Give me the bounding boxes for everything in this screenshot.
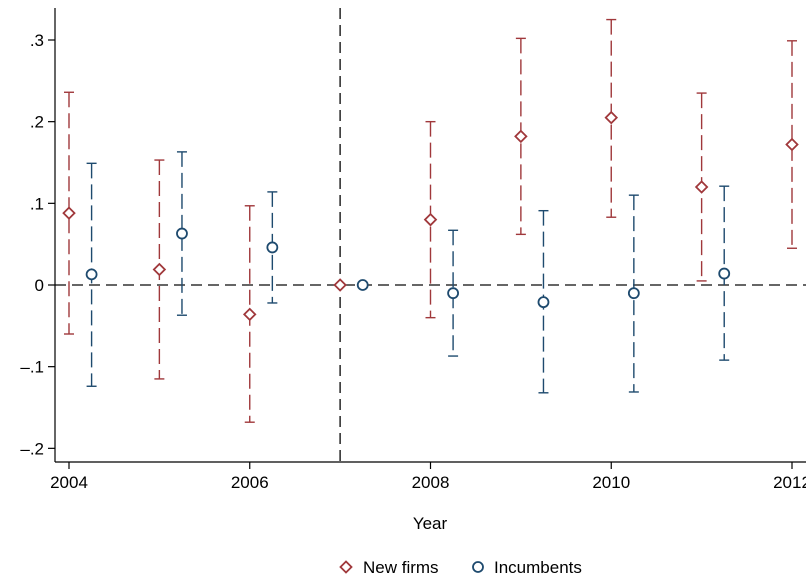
incumbents-point: [447, 287, 459, 300]
y-tick-label: –.2: [20, 439, 44, 458]
new-firms-point: [242, 307, 257, 322]
new-firms-legend-marker: [339, 560, 353, 574]
x-tick-label: 2004: [50, 473, 88, 492]
x-tick-label: 2008: [412, 473, 450, 492]
x-axis-title: Year: [413, 514, 448, 533]
incumbents-point: [718, 267, 731, 280]
legend: New firms Incumbents: [339, 558, 582, 577]
incumbents-point: [85, 268, 98, 281]
x-tick-label: 2010: [592, 473, 630, 492]
y-tick-label: .2: [30, 113, 44, 132]
reference-lines: [55, 8, 806, 462]
incumbents-point: [356, 279, 369, 291]
new-firms-point: [62, 206, 76, 220]
incumbents-legend-label: Incumbents: [494, 558, 582, 577]
incumbents-point: [176, 227, 188, 240]
x-tick-label: 2012: [773, 473, 806, 492]
new-firms-point: [604, 110, 619, 125]
y-tick-label: –.1: [20, 358, 44, 377]
y-tick-label: .3: [30, 31, 44, 50]
y-tick-label: .1: [30, 194, 44, 213]
y-tick-label: 0: [35, 276, 44, 295]
incumbents-legend-marker: [472, 561, 484, 573]
new-firms-point: [423, 212, 438, 227]
x-tick-label: 2006: [231, 473, 269, 492]
new-firms-point: [333, 278, 347, 292]
incumbents-point: [266, 241, 279, 254]
new-firms-legend-label: New firms: [363, 558, 439, 577]
new-firms-point: [694, 180, 709, 194]
incumbents-point: [537, 296, 550, 309]
new-firms-point: [785, 137, 799, 152]
new-firms-point: [514, 129, 528, 144]
incumbents-point: [627, 287, 640, 300]
axes: –.2 –.1 0 .1 .2 .3 2004 2006 2008 2010 2012: [20, 8, 806, 492]
new-firms-point: [152, 262, 167, 277]
series: [62, 18, 799, 423]
